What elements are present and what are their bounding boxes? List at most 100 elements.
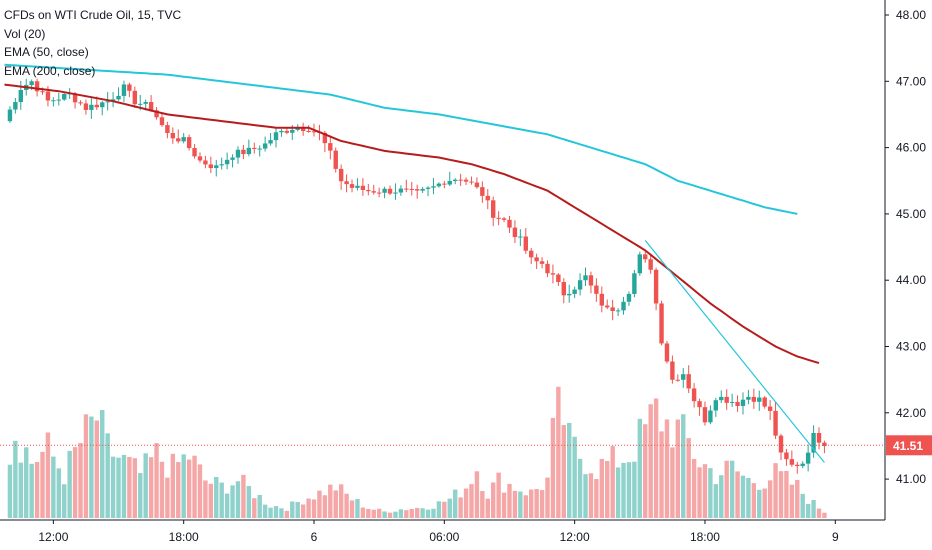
candle-body [105,101,110,103]
candle-body [572,289,577,294]
volume-bar [664,419,670,518]
candle-body [697,401,702,408]
volume-bar [186,459,192,518]
candle-body [224,159,230,165]
time-tick-label: 12:00 [38,530,68,544]
volume-bar [594,478,599,518]
candle-body [719,396,724,401]
candle-body [262,143,268,149]
candle-body [138,103,143,105]
volume-bar [203,480,208,518]
candlesticks [7,78,827,474]
volume-bar [181,454,186,518]
volume-bar [170,453,176,518]
volume-bar [605,460,610,518]
volume-bar [127,456,132,518]
volume-bar [719,475,724,518]
price-tick-label: 41.00 [896,472,926,486]
volume-bar [442,501,447,518]
candle-body [393,192,398,194]
volume-bar [165,477,170,518]
volume-bar [621,462,626,518]
price-tick-label: 48.00 [896,8,926,22]
volume-bar [681,414,686,518]
volume-bar [762,488,767,518]
candle-body [713,400,719,411]
candle-body [757,397,762,402]
candle-body [338,168,344,182]
time-tick-label: 12:00 [560,530,590,544]
ema-fast-line [4,83,820,365]
candle-body [230,157,235,160]
candle-body [702,407,708,423]
legend-ema-slow[interactable]: EMA (200, close) [4,63,96,78]
volume-bar [805,503,811,518]
volume-bar [556,386,561,518]
volume-bar [89,416,94,518]
candle-body [45,91,51,101]
candle-body [621,301,626,311]
last-price-label: 41.51 [893,439,923,453]
candle-body [333,150,338,169]
candle-body [740,399,746,406]
candle-body [452,179,458,182]
volume-bar [246,486,252,518]
price-tick-label: 43.00 [896,340,926,354]
candle-body [469,181,474,183]
candle-body [708,410,713,423]
legend-symbol[interactable]: CFDs on WTI Crude Oil, 15, TVC [4,8,182,22]
volume-bar [328,484,333,518]
candle-body [165,125,170,133]
volume-bar [230,485,235,518]
candle-body [322,132,328,144]
candle-body [62,93,67,100]
candle-body [615,310,621,312]
volume-bar [724,460,729,518]
candle-body [643,254,648,260]
volume-bar [409,508,414,518]
volume-bar [322,495,328,518]
volume-bar [273,506,279,518]
candle-body [691,388,697,402]
candle-body [78,102,83,104]
candle-body [605,305,610,308]
trendline-drawing[interactable] [644,240,825,463]
volume-bar [507,483,512,518]
candle-body [268,140,273,144]
volume-bar [94,420,100,518]
time-tick-label: 9 [832,530,839,544]
volume-bar [550,417,556,518]
candle-body [670,361,675,380]
time-tick-label: 18:00 [690,530,720,544]
candle-body [447,181,452,185]
volume-bar [376,508,382,518]
candle-body [664,343,670,362]
candle-body [561,282,566,296]
volume-bar [789,484,795,518]
volume-bar [822,512,827,518]
volume-bar [414,507,420,518]
candle-body [371,191,376,193]
volume-bar [235,481,241,518]
volume-bar [431,508,436,518]
volume-bar [751,483,757,518]
candle-body [94,104,100,108]
candle-body [306,130,311,132]
legend-ema-fast[interactable]: EMA (50, close) [4,45,89,59]
candle-body [116,95,121,100]
candle-body [485,195,490,201]
candle-body [300,128,306,131]
candle-body [442,183,447,185]
candle-body [246,147,252,155]
volume-bar [279,508,284,518]
volume-bar [567,422,572,518]
volume-bar [637,418,643,518]
volume-bar [132,458,138,518]
candle-body [241,149,246,155]
ema-slow-line [4,63,798,215]
volume-bar [648,404,653,518]
legend-volume[interactable]: Vol (20) [4,26,46,41]
volume-bar [800,493,805,518]
candle-body [653,269,659,304]
